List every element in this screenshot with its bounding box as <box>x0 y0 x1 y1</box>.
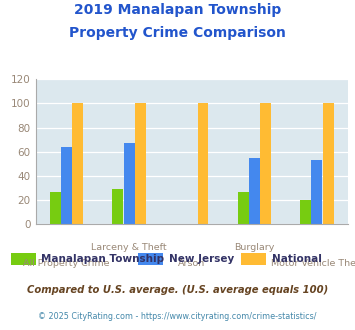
Bar <box>249 158 260 224</box>
Text: Compared to U.S. average. (U.S. average equals 100): Compared to U.S. average. (U.S. average … <box>27 285 328 295</box>
Text: National: National <box>272 254 321 264</box>
Bar <box>311 160 322 224</box>
Bar <box>197 103 208 224</box>
Bar <box>61 147 72 224</box>
Bar <box>135 103 146 224</box>
Text: Property Crime Comparison: Property Crime Comparison <box>69 26 286 40</box>
Bar <box>124 143 135 224</box>
Bar <box>260 103 271 224</box>
Bar <box>237 192 248 224</box>
Bar <box>300 200 311 224</box>
Bar <box>50 192 61 224</box>
Text: 2019 Manalapan Township: 2019 Manalapan Township <box>74 3 281 17</box>
Text: Manalapan Township: Manalapan Township <box>41 254 164 264</box>
Text: © 2025 CityRating.com - https://www.cityrating.com/crime-statistics/: © 2025 CityRating.com - https://www.city… <box>38 312 317 321</box>
Text: New Jersey: New Jersey <box>169 254 234 264</box>
Text: Larceny & Theft: Larceny & Theft <box>91 243 167 251</box>
Text: Arson: Arson <box>178 259 205 268</box>
Bar <box>72 103 83 224</box>
Text: Motor Vehicle Theft: Motor Vehicle Theft <box>271 259 355 268</box>
Bar <box>323 103 334 224</box>
Bar <box>112 189 123 224</box>
Text: All Property Crime: All Property Crime <box>23 259 110 268</box>
Text: Burglary: Burglary <box>234 243 274 251</box>
